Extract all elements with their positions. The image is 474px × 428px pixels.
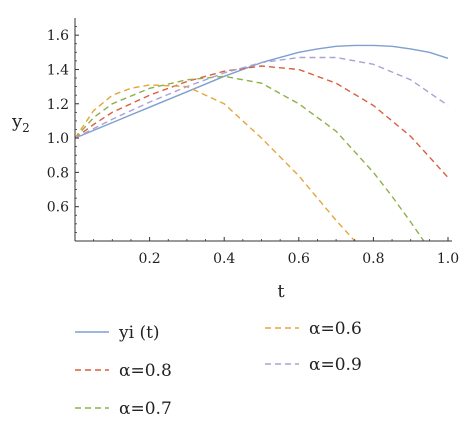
- axes: [74, 18, 452, 242]
- series-line-0: [75, 44, 449, 139]
- series-line-4: [75, 56, 449, 139]
- y-tick-label: 1.0: [47, 131, 69, 147]
- legend-label: α=0.7: [119, 399, 172, 419]
- y-axis-label-main: y: [11, 111, 23, 132]
- y-tick-label: 1.2: [47, 97, 69, 113]
- x-tick-label: 0.8: [362, 251, 384, 267]
- plot-area: [75, 44, 449, 241]
- series-line-2: [75, 75, 425, 241]
- x-tick-label: 0.4: [213, 251, 235, 267]
- ticks: 0.2 0.4 0.6 0.8 1.0 0.6 0.8 1.0 1.2 1.4 1.6: [47, 26, 459, 267]
- legend-label: α=0.8: [119, 361, 172, 381]
- legend-label: α=0.6: [309, 319, 362, 339]
- x-tick-label: 0.6: [288, 251, 310, 267]
- y-tick-label: 1.6: [47, 28, 69, 44]
- x-tick-label: 0.2: [138, 251, 160, 267]
- legend-label: α=0.9: [309, 355, 362, 375]
- y-axis-label: y2: [11, 111, 30, 135]
- x-tick-label: 1.0: [437, 251, 459, 267]
- y-tick-label: 0.6: [47, 200, 69, 216]
- y-tick-label: 1.4: [47, 62, 69, 78]
- x-axis-label: t: [277, 281, 285, 302]
- y-tick-label: 0.8: [47, 165, 69, 181]
- legend-label: yi (t): [118, 323, 160, 343]
- y-axis-label-subscript: 2: [22, 121, 30, 135]
- series-line-1: [75, 65, 449, 178]
- legend: yi (t) α=0.8 α=0.7 α=0.6 α=0.9: [75, 319, 362, 419]
- series-line-3: [75, 84, 356, 241]
